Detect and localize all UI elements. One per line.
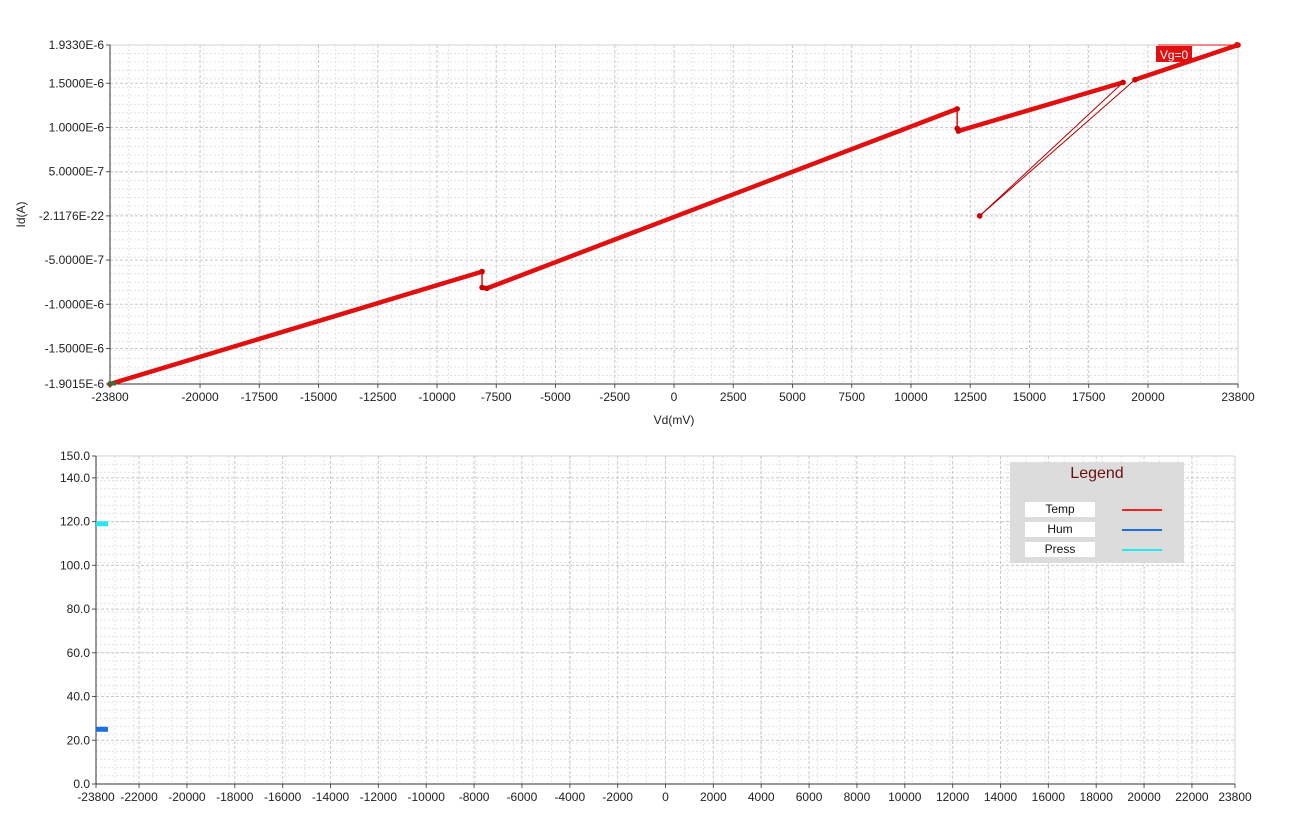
- x-tick-label: 6000: [796, 790, 823, 804]
- x-tick-label: 17500: [1072, 390, 1106, 404]
- annotation-point: [1234, 42, 1240, 48]
- legend-item-temp[interactable]: Temp: [1025, 502, 1175, 517]
- data-point: [1132, 76, 1138, 83]
- iv-curve-chart: -23800 -20000 -17500 -15000 -12500 -10000 -750…: [14, 38, 1255, 427]
- y-tick-label: -2.1176E-22: [39, 209, 104, 223]
- x-tick-label: -10000: [418, 390, 456, 404]
- series-line-segment-1: [109, 269, 483, 387]
- start-marker: [108, 381, 116, 386]
- y-axis-title: Id(A): [14, 201, 28, 227]
- x-tick-label: 2500: [720, 390, 747, 404]
- x-tick-label: -7500: [481, 390, 512, 404]
- y-tick-label: 20.0: [67, 733, 91, 747]
- data-point: [954, 106, 960, 112]
- x-tick-label: 8000: [844, 790, 871, 804]
- x-tick-label: 16000: [1032, 790, 1066, 804]
- x-tick-label: -10000: [408, 790, 446, 804]
- series-line-segment-4: [1134, 42, 1239, 82]
- x-tick-label: -16000: [264, 790, 302, 804]
- legend-item-press[interactable]: Press: [1025, 542, 1175, 557]
- legend-swatch-press: [1122, 549, 1162, 551]
- x-tick-label: 23800: [1221, 390, 1255, 404]
- y-tick-label: -1.0000E-6: [45, 297, 105, 311]
- x-tick-label: 2000: [700, 790, 727, 804]
- x-tick-label: 20000: [1131, 390, 1165, 404]
- x-tick-label: -2500: [599, 390, 630, 404]
- x-tick-label: 15000: [1013, 390, 1047, 404]
- x-tick-label: 18000: [1080, 790, 1114, 804]
- x-tick-label: 7500: [838, 390, 865, 404]
- x-tick-label: 10000: [888, 790, 922, 804]
- data-point: [483, 285, 490, 292]
- y-tick-label: 1.9330E-6: [49, 38, 105, 52]
- legend-swatch-hum: [1122, 529, 1162, 531]
- series-line-segment-2: [481, 106, 959, 291]
- x-tick-label: 4000: [748, 790, 775, 804]
- x-tick-label: -6000: [507, 790, 538, 804]
- x-tick-label: -12500: [359, 390, 397, 404]
- x-tick-label: -18000: [216, 790, 254, 804]
- legend-item-hum[interactable]: Hum: [1025, 522, 1175, 537]
- data-point: [479, 284, 485, 291]
- x-tick-label: -12000: [360, 790, 398, 804]
- legend: Legend Temp Hum Press: [1010, 462, 1184, 563]
- y-tick-label: 60.0: [67, 646, 91, 660]
- x-tick-label: 23800: [1218, 790, 1252, 804]
- series-line-outlier-out: [979, 82, 1124, 217]
- legend-title: Legend: [1070, 465, 1124, 482]
- x-tick-label: -4000: [554, 790, 585, 804]
- x-tick-label: -15000: [300, 390, 338, 404]
- data-point: [976, 213, 983, 219]
- y-tick-label: -1.9015E-6: [45, 377, 105, 391]
- x-tick-label: -5000: [540, 390, 571, 404]
- x-tick-label: 0: [662, 790, 669, 804]
- y-tick-label: -1.5000E-6: [45, 342, 105, 356]
- x-tick-label: -17500: [241, 390, 279, 404]
- legend-label-temp: Temp: [1025, 502, 1095, 517]
- x-tick-label: 14000: [984, 790, 1018, 804]
- series-line-segment-3: [955, 80, 1124, 134]
- x-tick-label: -14000: [312, 790, 350, 804]
- x-tick-label: -23800: [77, 790, 115, 804]
- data-point: [1120, 79, 1126, 86]
- x-axis-title: Vd(mV): [654, 413, 695, 427]
- y-tick-label: 100.0: [60, 558, 90, 572]
- series-line-outlier-back: [979, 79, 1136, 217]
- sensor-chart: -23800 -22000 -20000 -18000 -16000 -14000 -120…: [60, 449, 1252, 804]
- y-tick-label: 40.0: [67, 690, 91, 704]
- x-tick-label: -22000: [120, 790, 158, 804]
- legend-swatch-temp: [1122, 509, 1162, 511]
- annotation-box: [1156, 46, 1192, 62]
- x-tick-label: -8000: [459, 790, 490, 804]
- y-tick-label: 140.0: [60, 471, 90, 485]
- x-tick-label: -23800: [91, 390, 129, 404]
- y-tick-label: 0.0: [73, 777, 90, 791]
- x-tick-label: 5000: [779, 390, 806, 404]
- y-tick-label: -5.0000E-7: [45, 253, 105, 267]
- y-tick-label: 80.0: [67, 602, 91, 616]
- legend-label-press: Press: [1025, 542, 1095, 557]
- x-tick-label: 22000: [1175, 790, 1209, 804]
- x-tick-label: 12500: [954, 390, 988, 404]
- x-tick-label: 20000: [1127, 790, 1161, 804]
- annotation-label: Vg=0: [1160, 48, 1189, 62]
- x-tick-label: 12000: [936, 790, 970, 804]
- x-tick-label: -20000: [181, 390, 219, 404]
- y-tick-label: 120.0: [60, 515, 90, 529]
- legend-label-hum: Hum: [1025, 522, 1095, 537]
- y-tick-label: 150.0: [60, 449, 90, 463]
- x-tick-label: -2000: [602, 790, 633, 804]
- data-point: [479, 268, 485, 275]
- data-point: [955, 128, 962, 134]
- x-tick-label: 0: [671, 390, 678, 404]
- y-tick-label: 1.5000E-6: [49, 76, 105, 90]
- x-tick-label: -20000: [168, 790, 206, 804]
- y-tick-label: 5.0000E-7: [49, 165, 105, 179]
- x-tick-label: 10000: [894, 390, 928, 404]
- y-tick-label: 1.0000E-6: [49, 120, 105, 134]
